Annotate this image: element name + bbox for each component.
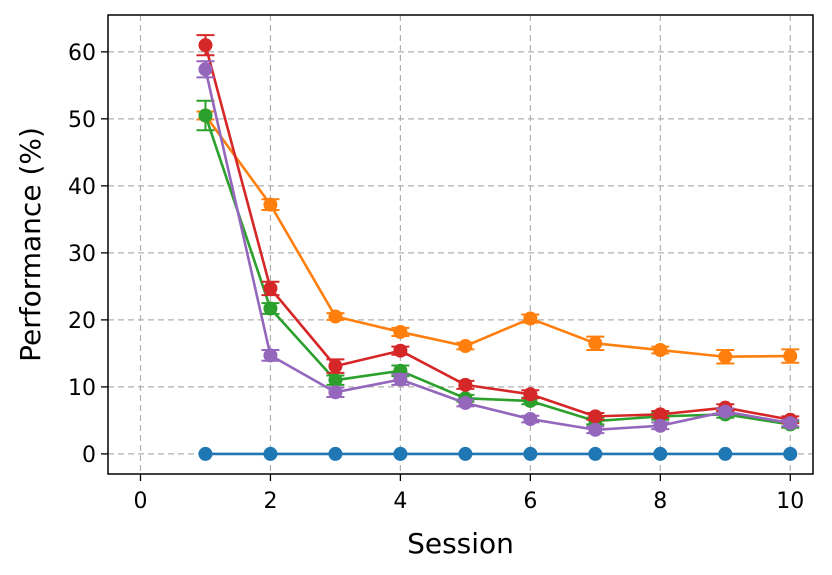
plot-frame	[107, 14, 814, 475]
series-2	[196, 108, 800, 365]
y-tick-label: 60	[68, 41, 96, 66]
data-point	[198, 446, 213, 461]
data-point	[263, 348, 278, 363]
data-point	[263, 281, 278, 296]
tick-layer: 0 2 4 6 8 10 0 10 20 30 40 50 60	[68, 41, 804, 514]
data-point	[393, 324, 408, 339]
data-point	[198, 62, 213, 77]
data-point	[523, 412, 538, 427]
data-point	[328, 373, 343, 388]
series-5	[196, 60, 800, 437]
data-point	[783, 416, 798, 431]
series-line	[204, 115, 791, 426]
data-point	[198, 38, 213, 53]
data-point	[328, 385, 343, 400]
x-tick-label: 6	[523, 489, 537, 514]
data-point	[328, 446, 343, 461]
data-point	[588, 446, 603, 461]
y-tick-label: 40	[68, 175, 96, 200]
data-point	[458, 395, 473, 410]
x-tick-label: 4	[393, 489, 407, 514]
data-point	[523, 387, 538, 402]
data-point	[263, 301, 278, 316]
y-tick-label: 20	[68, 309, 96, 334]
data-point	[588, 409, 603, 424]
data-point	[393, 446, 408, 461]
y-axis-label: Performance (%)	[14, 127, 47, 362]
series-3	[196, 99, 800, 432]
x-tick-label: 8	[653, 489, 667, 514]
data-point	[458, 377, 473, 392]
data-point	[783, 349, 798, 364]
data-point	[328, 359, 343, 374]
data-point	[328, 309, 343, 324]
data-point	[263, 197, 278, 212]
series-line	[204, 114, 791, 359]
data-point	[523, 446, 538, 461]
data-point	[653, 418, 668, 433]
series-line	[204, 44, 791, 422]
data-point	[198, 108, 213, 123]
data-point	[718, 404, 733, 419]
x-tick-label: 0	[133, 489, 147, 514]
x-tick-label: 10	[776, 489, 804, 514]
data-point	[783, 446, 798, 461]
data-point	[718, 446, 733, 461]
series-1	[198, 446, 798, 461]
data-point	[393, 372, 408, 387]
data-point	[458, 446, 473, 461]
data-point	[653, 343, 668, 358]
data-point	[588, 422, 603, 437]
data-point	[653, 446, 668, 461]
y-tick-label: 0	[82, 443, 96, 468]
y-tick-label: 30	[68, 242, 96, 267]
y-tick-label: 50	[68, 108, 96, 133]
x-tick-label: 2	[263, 489, 277, 514]
data-point	[653, 407, 668, 422]
series-layer	[196, 34, 800, 461]
data-point	[718, 349, 733, 364]
data-point	[393, 343, 408, 358]
data-point	[458, 339, 473, 354]
y-tick-label: 10	[68, 376, 96, 401]
series-line	[204, 68, 791, 432]
data-point	[263, 446, 278, 461]
data-point	[588, 336, 603, 351]
x-axis-label: Session	[407, 527, 514, 560]
data-point	[523, 311, 538, 326]
